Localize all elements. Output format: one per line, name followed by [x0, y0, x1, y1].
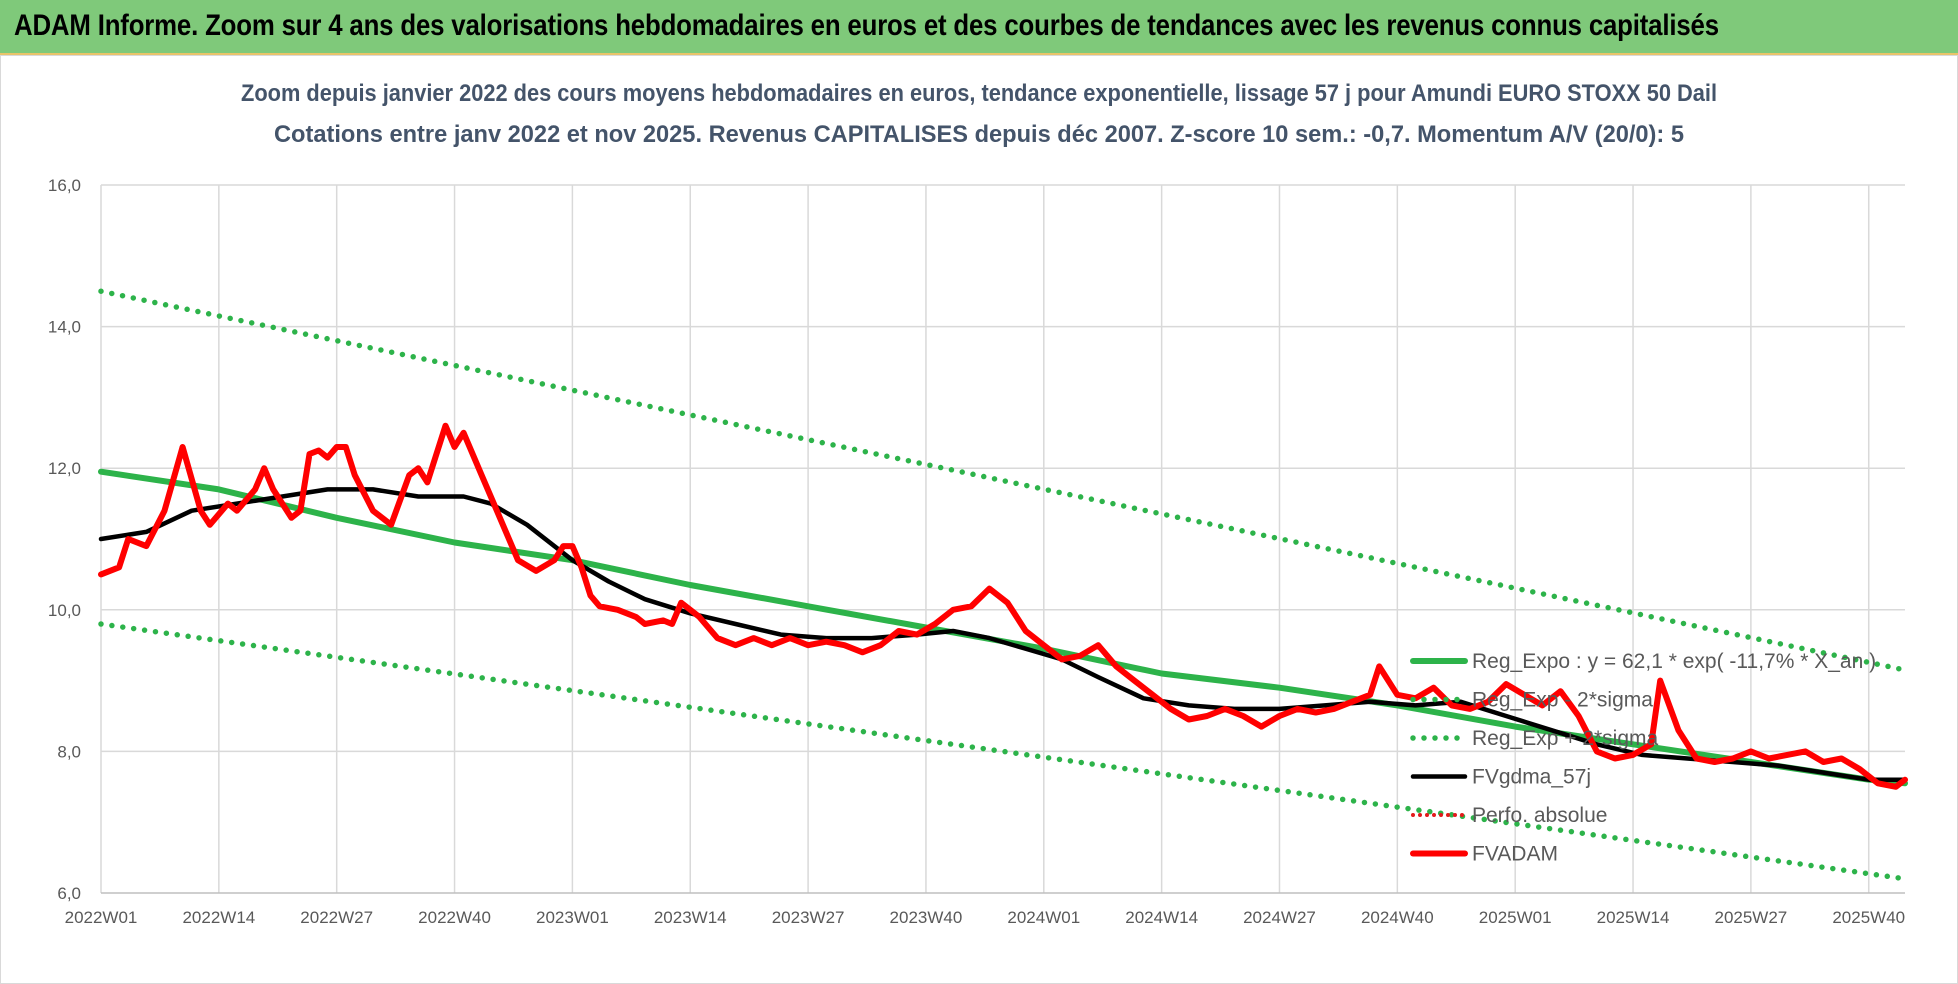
x-tick-label: 2025W27 — [1714, 908, 1787, 927]
x-tick-label: 2022W01 — [65, 908, 138, 927]
gridlines — [100, 184, 1905, 893]
y-tick-label: 10,0 — [48, 601, 81, 620]
x-tick-label: 2024W14 — [1125, 908, 1198, 927]
chart-title: Zoom depuis janvier 2022 des cours moyen… — [241, 80, 1717, 107]
legend-label: Reg_Exp + 2*sigma — [1472, 727, 1659, 750]
x-tick-label: 2023W40 — [890, 908, 963, 927]
legend-label: Reg_Expo : y = 62,1 * exp( -11,7% * X_an… — [1472, 650, 1876, 673]
y-tick-label: 6,0 — [57, 884, 81, 903]
chart-subtitle: Cotations entre janv 2022 et nov 2025. R… — [274, 121, 1684, 148]
x-tick-label: 2022W40 — [418, 908, 491, 927]
x-tick-label: 2022W14 — [182, 908, 255, 927]
report-title: ADAM Informe. Zoom sur 4 ans des valoris… — [14, 9, 1719, 42]
x-tick-label: 2023W01 — [536, 908, 609, 927]
x-tick-label: 2024W27 — [1243, 908, 1316, 927]
series-fvadam — [98, 422, 1908, 790]
x-tick-label: 2024W01 — [1007, 908, 1080, 927]
x-tick-label: 2025W14 — [1597, 908, 1670, 927]
legend-label: Reg_Exp - 2*sigma — [1472, 689, 1653, 712]
y-tick-label: 12,0 — [48, 459, 81, 478]
report-banner: ADAM Informe. Zoom sur 4 ans des valoris… — [0, 0, 1958, 55]
series-layer — [98, 288, 1908, 882]
series-reg-minus-2sigma — [98, 621, 1908, 882]
y-tick-label: 16,0 — [48, 176, 81, 195]
legend: Reg_Expo : y = 62,1 * exp( -11,7% * X_an… — [1410, 650, 1876, 866]
series-reg-plus-2sigma — [98, 288, 1908, 673]
y-tick-label: 14,0 — [48, 318, 81, 337]
series-fvgdma-57j — [98, 487, 1908, 782]
y-tick-label: 8,0 — [57, 742, 81, 761]
x-tick-label: 2023W14 — [654, 908, 727, 927]
x-tick-label: 2025W01 — [1479, 908, 1552, 927]
y-axis-tick-labels: 6,0 8,0 10,0 12,0 14,0 16,0 — [48, 176, 81, 903]
x-tick-label: 2022W27 — [300, 908, 373, 927]
x-axis-tick-labels: 2022W01 2022W14 2022W27 2022W40 2023W01 2023W… — [65, 908, 1906, 927]
legend-label: FVADAM — [1472, 843, 1558, 866]
x-tick-label: 2025W40 — [1832, 908, 1905, 927]
legend-label: FVgdma_57j — [1472, 766, 1591, 789]
x-tick-label: 2024W40 — [1361, 908, 1434, 927]
legend-label: Perfo. absolue — [1472, 804, 1607, 827]
x-tick-label: 2023W27 — [772, 908, 845, 927]
